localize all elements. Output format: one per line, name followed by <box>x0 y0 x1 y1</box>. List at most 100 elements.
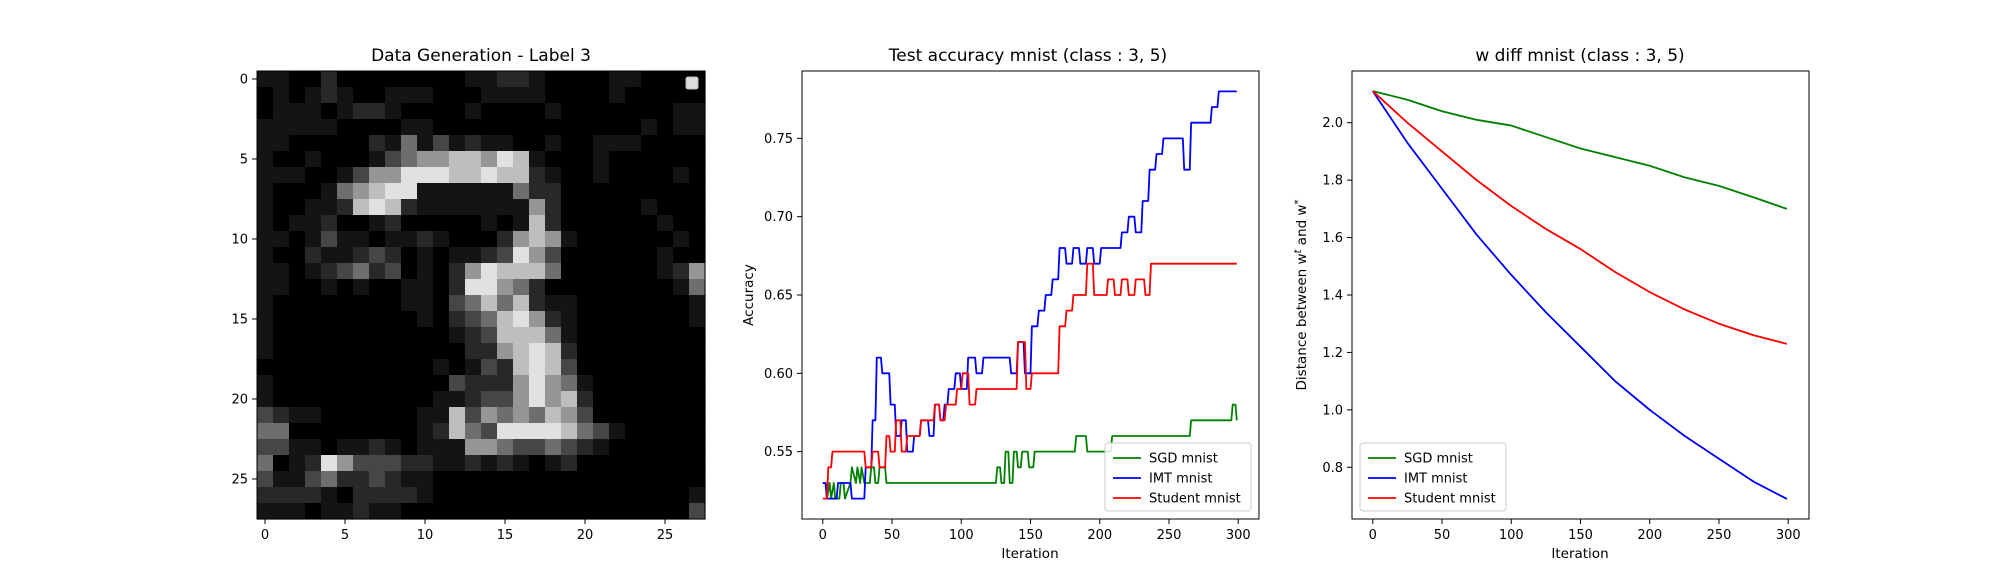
x-tick-label: 300 <box>1776 528 1801 543</box>
pixel-cell <box>641 215 658 232</box>
pixel-cell <box>321 327 338 344</box>
pixel-cell <box>401 71 418 88</box>
pixel-cell <box>641 103 658 120</box>
pixel-cell <box>257 439 274 456</box>
pixel-cell <box>609 87 626 104</box>
pixel-cell <box>465 327 482 344</box>
pixel-cell <box>449 119 466 136</box>
pixel-cell <box>257 359 274 376</box>
x-tick-label: 0 <box>1369 528 1377 543</box>
pixel-cell <box>593 423 610 440</box>
pixel-cell <box>321 183 338 200</box>
pixel-cell <box>449 71 466 88</box>
pixel-cell <box>625 167 642 184</box>
y-tick-label: 0.75 <box>764 132 793 147</box>
pixel-cell <box>337 119 354 136</box>
pixel-cell <box>321 455 338 472</box>
pixel-cell <box>529 199 546 216</box>
pixel-cell <box>625 503 642 520</box>
pixel-cell <box>513 439 530 456</box>
pixel-cell <box>321 199 338 216</box>
pixel-cell <box>673 359 690 376</box>
pixel-cell <box>353 327 370 344</box>
pixel-cell <box>673 103 690 120</box>
pixel-cell <box>689 215 706 232</box>
pixel-cell <box>257 279 274 296</box>
pixel-cell <box>385 135 402 152</box>
pixel-cell <box>689 231 706 248</box>
pixel-cell <box>481 71 498 88</box>
pixel-cell <box>337 391 354 408</box>
pixel-cell <box>513 407 530 424</box>
pixel-cell <box>529 103 546 120</box>
pixel-cell <box>577 343 594 360</box>
pixel-cell <box>385 199 402 216</box>
pixel-cell <box>673 199 690 216</box>
pixel-cell <box>561 343 578 360</box>
y-tick-label: 15 <box>231 313 248 328</box>
pixel-cell <box>657 215 674 232</box>
pixel-cell <box>577 183 594 200</box>
pixel-cell <box>353 87 370 104</box>
pixel-cell <box>385 215 402 232</box>
pixel-cell <box>401 215 418 232</box>
pixel-cell <box>385 103 402 120</box>
pixel-cell <box>673 343 690 360</box>
pixel-cell <box>545 295 562 312</box>
pixel-cell <box>529 183 546 200</box>
pixel-cell <box>321 487 338 504</box>
pixel-cell <box>513 103 530 120</box>
pixel-cell <box>289 423 306 440</box>
pixel-cell <box>577 503 594 520</box>
pixel-cell <box>673 423 690 440</box>
accuracy-ticks: 0 50 100 150 200 250 300 0.55 0.60 0.65 0.70 0.75 <box>764 132 1251 543</box>
pixel-cell <box>289 439 306 456</box>
pixel-cell <box>401 359 418 376</box>
heatmap-panel: Data Generation - Label 3 0 5 10 15 20 25 0 5 10… <box>231 46 706 543</box>
series-line <box>822 262 1237 500</box>
pixel-cell <box>321 375 338 392</box>
pixel-cell <box>385 183 402 200</box>
pixel-cell <box>417 423 434 440</box>
pixel-cell <box>273 407 290 424</box>
pixel-cell <box>561 295 578 312</box>
pixel-cell <box>353 151 370 168</box>
pixel-cell <box>273 247 290 264</box>
pixel-cell <box>321 311 338 328</box>
pixel-cell <box>465 87 482 104</box>
pixel-cell <box>417 231 434 248</box>
pixel-cell <box>465 215 482 232</box>
pixel-cell <box>369 87 386 104</box>
pixel-cell <box>417 375 434 392</box>
pixel-cell <box>641 119 658 136</box>
pixel-cell <box>689 167 706 184</box>
pixel-cell <box>321 263 338 280</box>
pixel-cell <box>257 343 274 360</box>
pixel-cell <box>305 327 322 344</box>
pixel-cell <box>625 263 642 280</box>
pixel-cell <box>561 87 578 104</box>
pixel-cell <box>433 263 450 280</box>
pixel-cell <box>369 343 386 360</box>
pixel-cell <box>625 471 642 488</box>
pixel-cell <box>465 391 482 408</box>
pixel-cell <box>545 423 562 440</box>
x-tick-label: 0 <box>819 528 827 543</box>
heatmap-legend-box <box>685 76 699 90</box>
pixel-cell <box>289 215 306 232</box>
pixel-cell <box>641 391 658 408</box>
pixel-cell <box>609 503 626 520</box>
pixel-cell <box>321 103 338 120</box>
pixel-cell <box>257 263 274 280</box>
pixel-cell <box>561 311 578 328</box>
y-tick-label: 1.4 <box>1322 289 1343 304</box>
pixel-cell <box>465 103 482 120</box>
pixel-cell <box>513 167 530 184</box>
pixel-cell <box>417 263 434 280</box>
pixel-cell <box>561 503 578 520</box>
pixel-cell <box>433 407 450 424</box>
pixel-cell <box>337 183 354 200</box>
pixel-cell <box>545 359 562 376</box>
pixel-cell <box>673 503 690 520</box>
pixel-cell <box>273 423 290 440</box>
